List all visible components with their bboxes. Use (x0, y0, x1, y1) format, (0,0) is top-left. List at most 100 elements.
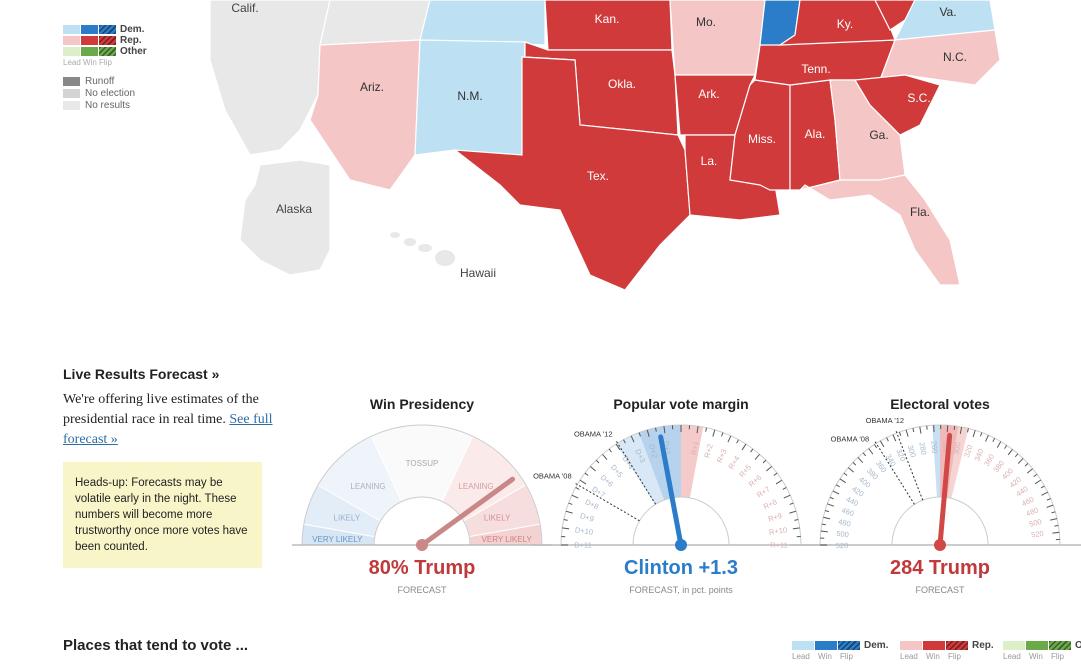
lead: Lead (900, 652, 918, 661)
tick (892, 434, 897, 442)
tick (1033, 473, 1038, 478)
tick-label: R+3 (715, 448, 729, 464)
state-sc[interactable] (853, 74, 941, 136)
forecast-text: We're offering live estimates of the pre… (63, 392, 259, 427)
tick (959, 426, 963, 434)
tick (985, 434, 989, 442)
tick (852, 462, 857, 466)
legend-no-results: No results (85, 99, 131, 111)
tick (563, 519, 568, 521)
segment-label: VERY LIKELY (482, 535, 533, 544)
tick (750, 448, 754, 453)
legend-rep: Rep. (120, 34, 142, 46)
flip: Flip (948, 652, 961, 661)
tick (741, 443, 747, 451)
legend-runoff: Runoff (85, 75, 115, 87)
tick (874, 444, 878, 449)
segment-label: VERY LIKELY (312, 535, 363, 544)
gauge-value: Clinton +1.3 (624, 557, 738, 579)
state-tex[interactable] (453, 56, 691, 291)
state-hawaii[interactable] (390, 232, 455, 266)
tick-label: D+5 (609, 463, 625, 479)
tick-label: D+1 (662, 440, 673, 455)
tick (1017, 458, 1024, 464)
win-presidency-gauge: VERY LIKELY LIKELY LEANING TOSSUP LEANING LIK… (292, 424, 552, 551)
flip: Flip (1051, 652, 1064, 661)
label-fla: Fla. (910, 205, 930, 219)
tick (696, 426, 699, 434)
tick (820, 530, 828, 533)
gauge-needle (658, 434, 684, 548)
label-ga: Ga. (869, 128, 888, 142)
segment-label: LIKELY (334, 514, 361, 523)
state-mo[interactable] (669, 0, 766, 76)
tick (823, 516, 831, 520)
results-map: Calif. Ariz. N.M. Kan. Okla. Tex. Mo. Ar… (209, 0, 1001, 291)
gauge-sub: FORECAST, in pct. points (629, 585, 733, 595)
tick (898, 431, 902, 436)
tick (1052, 531, 1060, 534)
obama-marker (895, 430, 924, 501)
tick (775, 479, 783, 485)
tick-label: 480 (837, 517, 851, 529)
tick (584, 472, 589, 476)
tick (862, 452, 867, 457)
tick (847, 467, 854, 473)
state-va[interactable] (893, 0, 996, 41)
gauge-value: 284 Trump (889, 557, 991, 579)
tick (595, 459, 600, 464)
state-calif[interactable] (209, 0, 331, 156)
tick-label: 520 (836, 541, 849, 550)
state-colo[interactable] (419, 0, 546, 46)
marker-label: OBAMA '08 (831, 435, 870, 444)
lead: Lead (792, 652, 810, 661)
tick (979, 432, 983, 437)
tick (843, 472, 848, 476)
state-alaska[interactable] (239, 159, 331, 276)
tick (638, 432, 641, 437)
gauge-sub: FORECAST (915, 585, 965, 595)
full-forecast-link[interactable]: See full forecast » (63, 412, 273, 447)
gauge-needle (937, 432, 953, 548)
state-nev-utah[interactable] (319, 0, 431, 46)
needle-hub (934, 539, 946, 551)
tick (996, 441, 1002, 448)
legend-other: O (1075, 639, 1081, 651)
uncertainty-band-rep (681, 425, 704, 498)
tick (754, 453, 760, 460)
legend-dem: Dem. (120, 23, 145, 35)
tick-label: 500 (1028, 517, 1042, 529)
tick (562, 527, 570, 530)
state-ky[interactable] (777, 0, 896, 46)
tick-label: 520 (1031, 529, 1044, 539)
tick (1004, 444, 1008, 449)
legend-rep: Rep. (972, 639, 994, 651)
tick (579, 479, 587, 485)
legend-dem: Dem. (864, 639, 889, 651)
win: Win (818, 652, 832, 661)
tick (827, 503, 835, 507)
tick-label: 320 (962, 444, 974, 459)
state-fla[interactable] (798, 174, 961, 286)
gauge-title: Popular vote margin (613, 396, 749, 412)
tick-label: D+6 (599, 473, 615, 489)
tick (824, 509, 830, 513)
needle-hub (675, 539, 687, 551)
forecast-heading[interactable]: Live Results Forecast » (63, 366, 220, 382)
gauge-outline (301, 424, 543, 546)
tick (602, 453, 608, 460)
tick (1014, 453, 1019, 458)
tick (783, 494, 791, 499)
tick (835, 484, 840, 488)
tick (608, 448, 612, 453)
tick-label: 300 (906, 444, 918, 459)
bottom-legend-rep: Rep. Lead Win Flip (900, 640, 994, 661)
legend-other: Other (120, 45, 147, 57)
tick-label: 480 (1025, 506, 1040, 519)
tick (565, 510, 573, 514)
tick-label: R+6 (747, 473, 763, 489)
gauge-title: Electoral votes (890, 396, 990, 412)
label-sc: S.C. (907, 91, 930, 105)
tick-label: 260 (929, 441, 939, 454)
label-nm: N.M. (457, 89, 482, 103)
